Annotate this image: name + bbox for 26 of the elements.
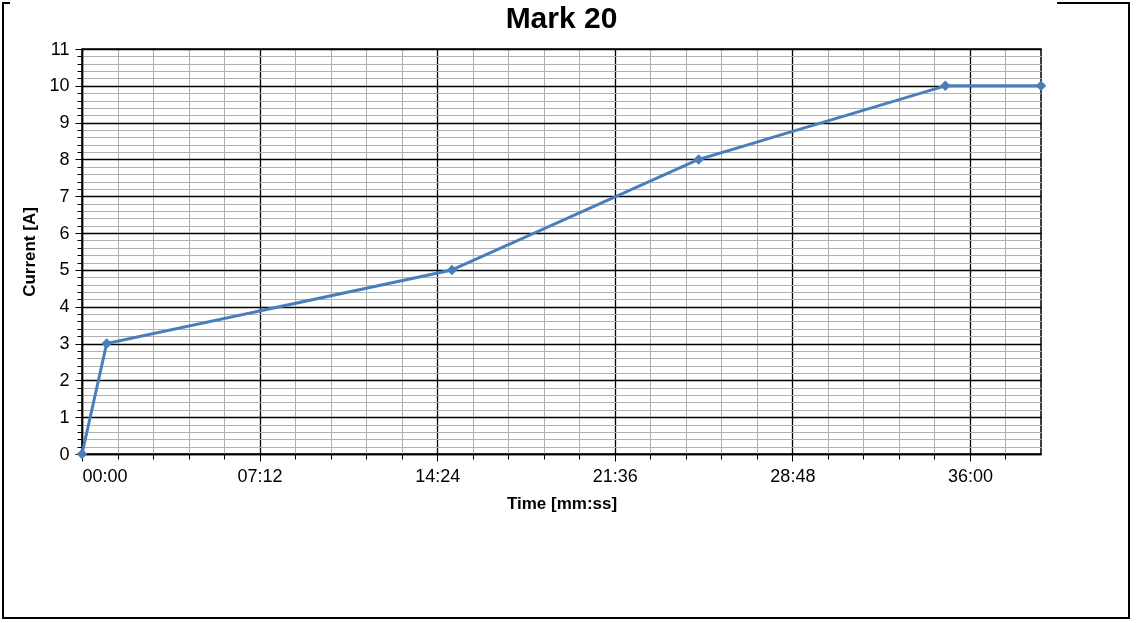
y-tick-label: 2 — [59, 369, 70, 390]
y-tick-label: 4 — [59, 296, 70, 317]
y-tick-label: 10 — [49, 75, 70, 96]
point — [1035, 80, 1047, 92]
y-axis-title: Current [A] — [20, 207, 40, 297]
x-tick-label: 07:12 — [237, 465, 283, 486]
x-tick-label: 36:00 — [947, 465, 993, 486]
point — [446, 264, 458, 276]
x-tick-label: 00:00 — [82, 465, 128, 486]
y-tick-label: 9 — [59, 112, 70, 133]
y-tick-label: 0 — [59, 443, 70, 464]
y-tick-label: 8 — [59, 148, 70, 169]
y-tick-label: 11 — [50, 38, 70, 59]
x-axis-title: Time [mm:ss] — [506, 493, 618, 513]
x-tick-label: 14:24 — [415, 465, 461, 486]
point — [101, 338, 112, 349]
y-tick-label: 7 — [59, 185, 70, 206]
point — [940, 80, 951, 92]
y-tick-label: 5 — [59, 259, 70, 280]
x-tick-label: 28:48 — [770, 465, 816, 486]
y-tick-label: 6 — [59, 222, 70, 243]
x-tick-label: 21:36 — [592, 465, 638, 486]
chart-title: Mark 20 — [505, 1, 618, 34]
point — [693, 154, 704, 165]
y-tick-label: 3 — [59, 333, 70, 354]
y-tick-label: 1 — [59, 406, 70, 427]
